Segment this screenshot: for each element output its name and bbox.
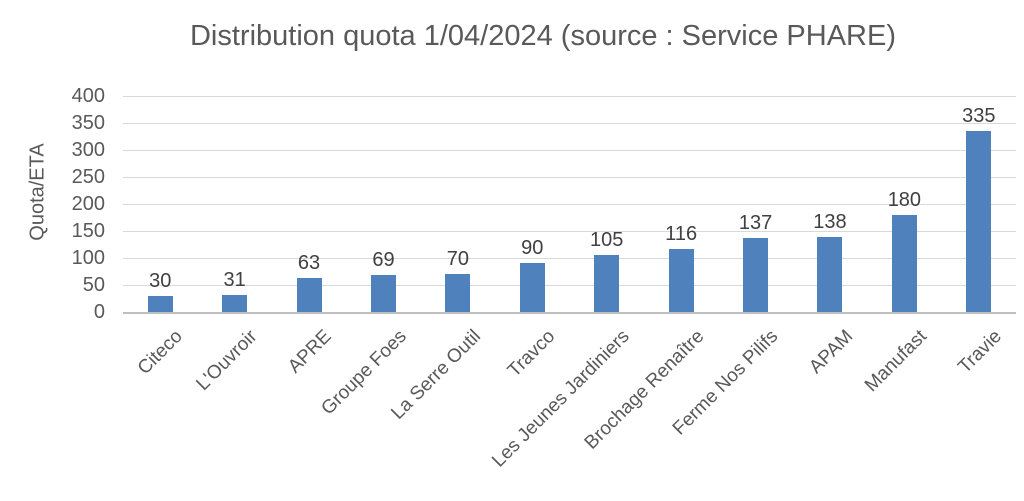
- bar: [519, 263, 545, 312]
- y-axis-tick-label: 350: [71, 112, 105, 134]
- bar-value-label: 105: [590, 229, 624, 252]
- chart-title: Distribution quota 1/04/2024 (source : S…: [189, 20, 896, 52]
- x-axis-category-label: Travie: [953, 326, 1006, 378]
- bar: [370, 274, 396, 312]
- bar-value-label: 335: [962, 105, 996, 128]
- bar: [222, 295, 248, 312]
- y-axis-tick-label: 0: [93, 301, 105, 323]
- bar: [891, 214, 917, 312]
- bar: [743, 238, 769, 312]
- x-axis-category-label: L'Ouvroir: [192, 326, 262, 395]
- y-axis-tick-label: 50: [82, 274, 105, 296]
- x-axis-category-label: Les Jeunes Jardiniers: [488, 326, 634, 472]
- bar: [668, 249, 694, 312]
- x-axis-category-label: Citeco: [134, 326, 188, 379]
- bar-value-label: 30: [149, 269, 172, 292]
- gridline: [123, 96, 1016, 97]
- bar-value-label: 138: [813, 211, 847, 234]
- x-axis-category-label: APAM: [804, 326, 857, 378]
- plot-area: 30 31 63 69 70 90 105 116 137 138 180 335: [123, 96, 1016, 314]
- y-axis-tick-label: 200: [71, 193, 105, 215]
- bar-value-label: 137: [738, 212, 773, 235]
- y-axis-tick-label: 250: [71, 166, 105, 188]
- bar-value-label: 63: [297, 251, 321, 274]
- bar: [296, 277, 322, 312]
- gridline: [123, 177, 1016, 178]
- bar-value-label: 31: [223, 269, 246, 292]
- bar-value-label: 180: [887, 188, 922, 211]
- gridline: [123, 123, 1016, 124]
- x-axis-category-label: Travco: [503, 326, 560, 382]
- bar-value-label: 116: [665, 223, 698, 246]
- y-axis-tick-label: 100: [71, 247, 105, 269]
- bar-value-label: 70: [446, 248, 469, 271]
- gridline: [123, 204, 1016, 205]
- x-axis-category-labels: Citeco L'Ouvroir APRE Groupe Foes La Serre O…: [123, 312, 1016, 501]
- bar: [445, 274, 471, 312]
- bar: [817, 237, 843, 312]
- gridline: [123, 231, 1016, 232]
- bar: [147, 295, 173, 312]
- gridline: [123, 258, 1016, 259]
- gridline: [123, 150, 1016, 151]
- bar-value-label: 69: [372, 248, 395, 271]
- gridline: [123, 285, 1016, 286]
- x-axis-category-label: APRE: [284, 326, 336, 378]
- bar: [594, 255, 620, 312]
- x-axis-category-label: Manufast: [861, 326, 932, 397]
- y-axis-tick-label: 300: [71, 139, 105, 161]
- bar-value-label: 90: [521, 237, 544, 260]
- y-axis-tick-label: 150: [71, 220, 105, 242]
- bar: [966, 131, 992, 312]
- y-axis-tick-label: 400: [71, 85, 105, 107]
